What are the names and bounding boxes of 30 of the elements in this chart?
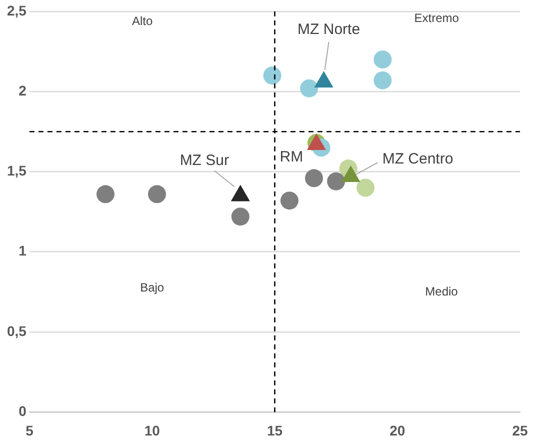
annotation: Extremo <box>414 10 460 25</box>
x-tick-label: 5 <box>26 422 34 438</box>
y-tick-label: 1,5 <box>6 162 27 179</box>
point <box>374 71 392 90</box>
annotation: MZ Norte <box>298 21 360 38</box>
x-tick-label: 25 <box>512 422 528 438</box>
x-tick-label: 15 <box>266 422 283 438</box>
point <box>280 192 298 210</box>
point <box>327 172 346 190</box>
y-tick-label: 0,5 <box>6 322 27 339</box>
y-tick-label: 0 <box>18 403 27 420</box>
annotation: Medio <box>425 284 458 298</box>
point <box>304 169 323 188</box>
y-tick-label: 2,5 <box>6 2 27 18</box>
point <box>96 185 114 204</box>
x-tick-label: 10 <box>144 422 160 438</box>
annotation: MZ Centro <box>382 150 454 168</box>
point <box>148 185 166 204</box>
point <box>231 208 250 226</box>
x-tick-label: 20 <box>390 422 406 438</box>
annotation: Bajo <box>140 280 164 294</box>
point <box>374 50 392 68</box>
y-tick-label: 1 <box>18 242 27 259</box>
point <box>300 79 318 98</box>
annotation: MZ Sur <box>180 152 229 169</box>
annotation: Alto <box>132 14 153 28</box>
point <box>263 66 282 85</box>
point <box>356 178 374 197</box>
y-tick-label: 2 <box>18 82 27 98</box>
annotation: RM <box>280 148 304 166</box>
